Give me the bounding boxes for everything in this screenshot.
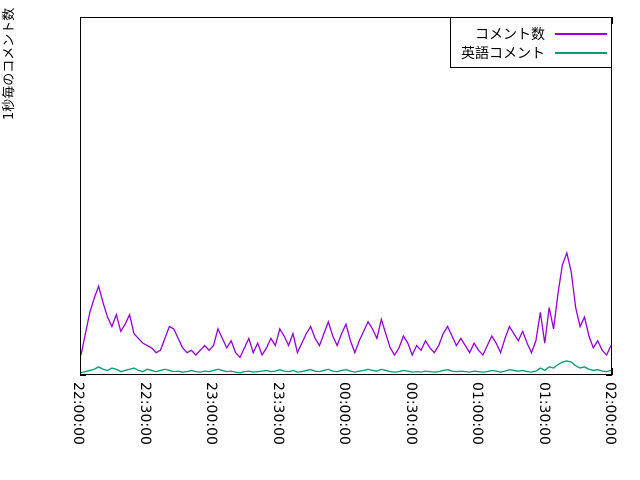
x-tick-label: 01:30:00 bbox=[535, 382, 552, 445]
y-tick-mark bbox=[80, 375, 86, 376]
x-tick-label: 22:30:00 bbox=[136, 382, 153, 445]
x-tick-label: 02:00:00 bbox=[602, 382, 618, 445]
legend-color-swatch-english bbox=[555, 51, 607, 54]
x-tick-label: 00:00:00 bbox=[336, 382, 352, 445]
x-tick-label: 00:30:00 bbox=[402, 382, 419, 445]
legend-item[interactable]: 英語コメント bbox=[461, 43, 607, 62]
x-tick-label: 23:00:00 bbox=[203, 382, 219, 445]
x-tick-label: 01:00:00 bbox=[469, 382, 485, 445]
plot-area: コメント数 英語コメント bbox=[80, 17, 612, 375]
x-tick-mark bbox=[612, 368, 613, 375]
legend-label: 英語コメント bbox=[461, 45, 545, 62]
legend-label: コメント数 bbox=[475, 26, 545, 43]
x-tick-label: 22:00:00 bbox=[70, 382, 86, 445]
legend: コメント数 英語コメント bbox=[450, 18, 611, 68]
plot-canvas bbox=[81, 18, 611, 374]
y-tick-mark bbox=[606, 375, 612, 376]
x-tick-label: 23:30:00 bbox=[269, 382, 286, 445]
series-line bbox=[81, 253, 611, 357]
legend-item[interactable]: コメント数 bbox=[461, 24, 607, 43]
legend-color-swatch-comments bbox=[555, 32, 607, 35]
y-axis-title: 1秒毎のコメント数 bbox=[2, 7, 17, 120]
series-line bbox=[81, 361, 611, 373]
x-tick-mark bbox=[612, 17, 613, 24]
